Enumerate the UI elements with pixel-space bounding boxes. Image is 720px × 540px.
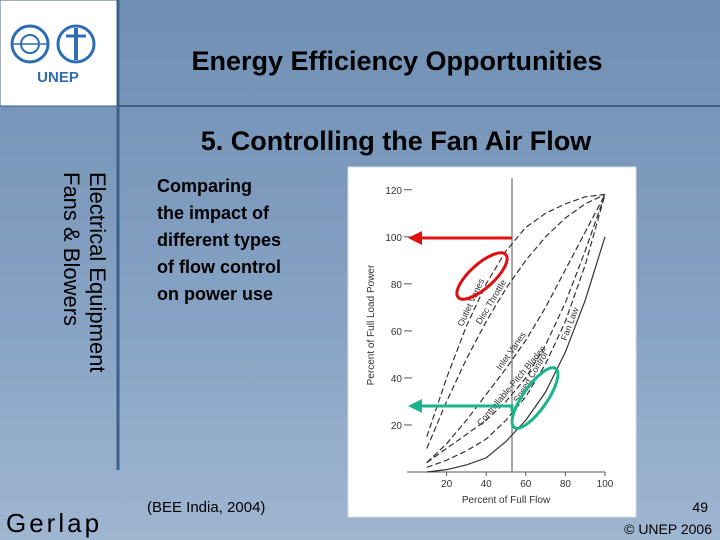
annotation	[455, 251, 509, 301]
logo-text: UNEP	[37, 69, 79, 86]
y-tick-label: 40	[391, 374, 403, 385]
copyright: © UNEP 2006	[624, 521, 712, 537]
y-tick-label: 60	[391, 327, 403, 338]
annotation	[408, 231, 422, 245]
curve	[426, 236, 606, 473]
annotation	[420, 404, 514, 412]
x-axis-label: Percent of Full Flow	[462, 495, 551, 506]
sidebar: Electrical Equipment Fans & Blowers	[59, 172, 110, 373]
x-tick-label: 60	[520, 479, 532, 490]
y-tick-label: 100	[385, 233, 402, 244]
y-tick-label: 20	[391, 421, 403, 432]
slide-title: Energy Efficiency Opportunities	[191, 46, 602, 76]
sidebar-line: Electrical Equipment	[85, 172, 110, 373]
body-line: different types	[157, 230, 281, 250]
unep-logo: UNEP	[10, 24, 96, 86]
annotation	[510, 366, 560, 430]
body-line: on power use	[157, 284, 273, 304]
curve	[426, 193, 606, 437]
curve	[426, 194, 606, 464]
x-tick-label: 40	[481, 479, 493, 490]
y-tick-label: 120	[385, 186, 402, 197]
page-number: 49	[692, 499, 708, 515]
body-line: Comparing	[157, 176, 252, 196]
x-tick-label: 100	[597, 479, 614, 490]
body-line: of flow control	[157, 257, 281, 277]
footer-logo: Gerlap	[6, 508, 102, 538]
y-tick-label: 80	[391, 280, 403, 291]
sidebar-line: Fans & Blowers	[59, 172, 84, 326]
body-line: the impact of	[157, 203, 270, 223]
source: (BEE India, 2004)	[147, 499, 265, 516]
chart-box	[347, 166, 637, 518]
x-tick-label: 80	[560, 479, 572, 490]
x-tick-label: 20	[441, 479, 453, 490]
curve	[426, 194, 606, 464]
body-text: Comparing the impact of different types …	[157, 176, 281, 304]
curve	[426, 193, 606, 449]
slide-subtitle: 5. Controlling the Fan Air Flow	[201, 126, 592, 156]
annotation	[408, 399, 422, 413]
y-axis-label: Percent of Full Load Power	[366, 264, 377, 385]
